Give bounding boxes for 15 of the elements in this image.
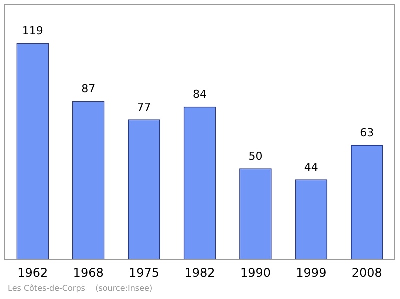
x-tick-label: 1990	[240, 266, 271, 280]
x-tick-label: 1982	[184, 266, 216, 280]
x-tick-label: 1968	[73, 266, 104, 280]
x-tick-label: 2008	[352, 266, 382, 280]
data-label: 44	[304, 160, 318, 174]
data-label: 119	[22, 24, 44, 38]
text: Les Côtes-de-Corps (source:Insee)	[8, 284, 154, 293]
data-label: 84	[193, 88, 207, 102]
data-label: 50	[248, 150, 263, 164]
x-tick-label: 1975	[129, 266, 160, 280]
data-label: 63	[360, 126, 374, 140]
x-tick-label: 1962	[18, 266, 48, 280]
data-label: 77	[137, 100, 152, 114]
x-tick-label: 1999	[296, 266, 327, 280]
data-label: 87	[82, 82, 96, 96]
